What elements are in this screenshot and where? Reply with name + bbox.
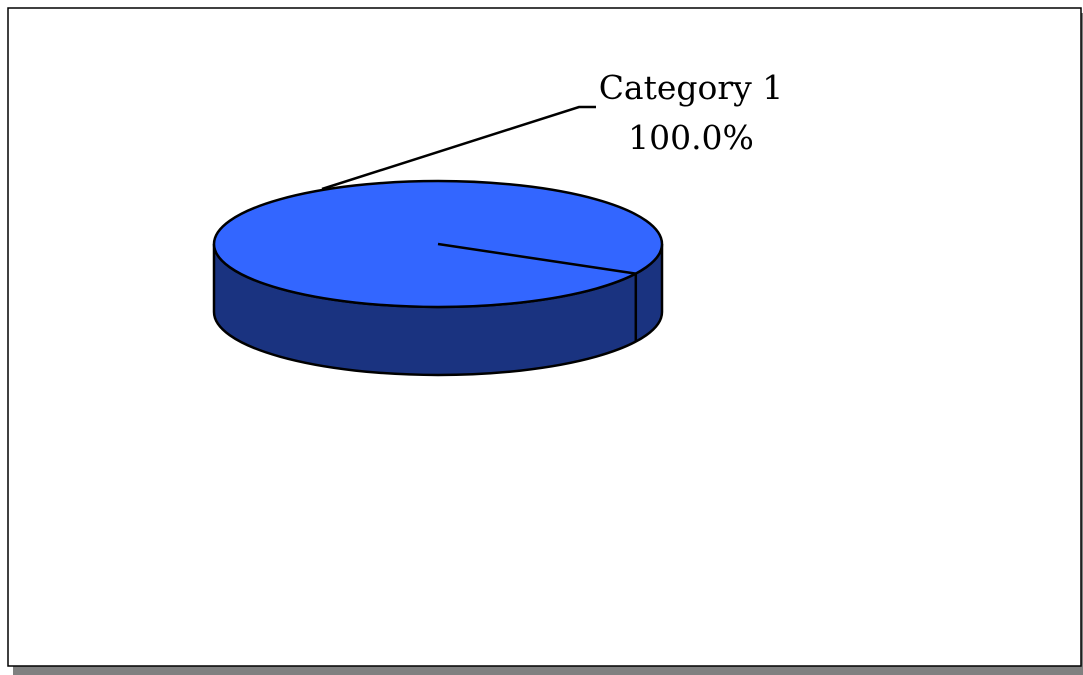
data-label-category: Category 1 <box>599 68 784 107</box>
pie-slice-boundary <box>437 242 636 275</box>
data-label-leader-line <box>321 105 596 191</box>
data-label-percent: 100.0% <box>628 118 754 157</box>
